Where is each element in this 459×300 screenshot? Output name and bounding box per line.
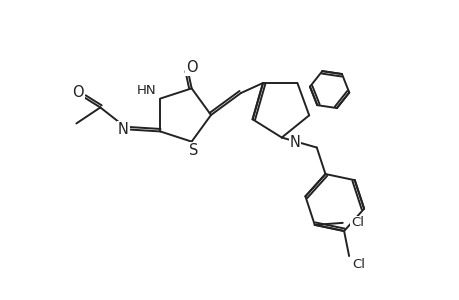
Text: HN: HN xyxy=(136,84,156,97)
Text: O: O xyxy=(186,60,197,75)
Text: Cl: Cl xyxy=(350,216,363,230)
Text: N: N xyxy=(289,135,300,150)
Text: Cl: Cl xyxy=(351,257,364,271)
Text: S: S xyxy=(189,143,198,158)
Text: N: N xyxy=(118,122,129,137)
Text: O: O xyxy=(73,85,84,100)
